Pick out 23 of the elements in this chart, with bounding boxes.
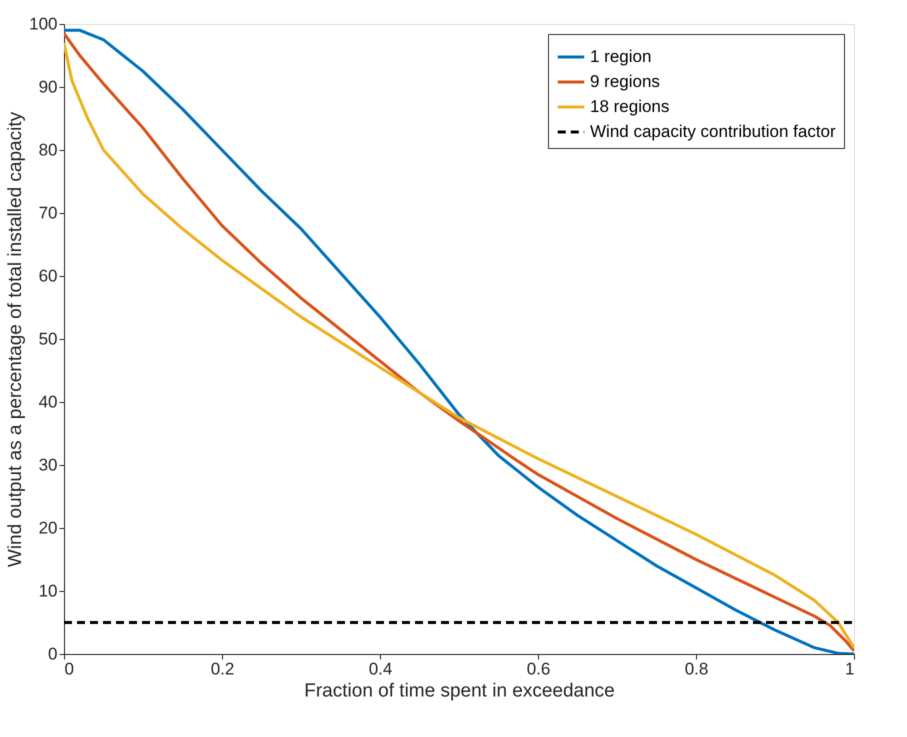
y-tick-label: 0 xyxy=(48,644,58,664)
x-tick-label: 1 xyxy=(845,660,854,678)
y-tick-label: 60 xyxy=(38,266,58,286)
y-tick-label: 70 xyxy=(38,204,58,222)
y-tick-label: 100 xyxy=(29,14,58,34)
y-tick-label: 30 xyxy=(38,456,58,474)
y-tick-label: 80 xyxy=(38,140,58,160)
y-tick-label: 20 xyxy=(38,518,58,538)
legend-label: 9 regions xyxy=(590,72,660,91)
x-tick-label: 0.6 xyxy=(526,660,550,678)
y-tick-label: 40 xyxy=(38,392,58,412)
x-tick-label: 0.8 xyxy=(684,660,708,678)
legend-label: Wind capacity contribution factor xyxy=(590,122,836,141)
legend-label: 1 region xyxy=(590,47,652,66)
y-tick-label: 90 xyxy=(38,78,58,96)
x-tick-label: 0.4 xyxy=(368,660,392,678)
legend-label: 18 regions xyxy=(590,97,670,116)
x-axis-title: Fraction of time spent in exceedance xyxy=(304,680,615,702)
y-axis-title: Wind output as a percentage of total installed capacity xyxy=(5,111,26,568)
y-tick-label: 50 xyxy=(38,330,58,348)
x-tick-label: 0 xyxy=(64,660,74,678)
y-tick-label: 10 xyxy=(38,582,58,600)
x-tick-label: 0.2 xyxy=(210,660,234,678)
